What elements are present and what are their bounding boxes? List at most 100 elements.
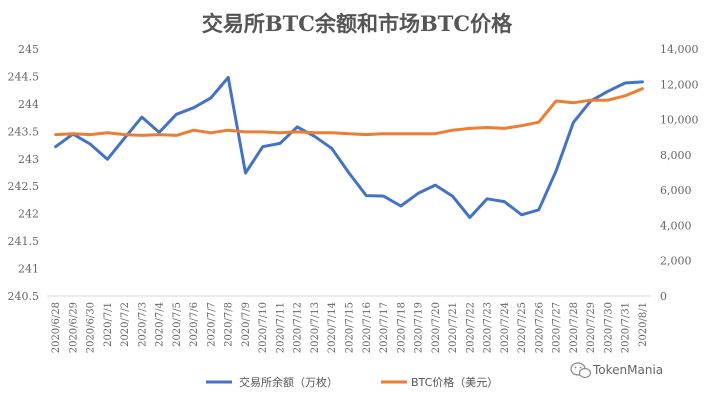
point-balance [54,145,57,148]
y-left-tick-label: 243.5 [8,125,40,138]
y-right-tick-label: 8,000 [660,149,692,162]
point-balance [278,142,282,145]
x-tick-label: 2020/7/9 [241,302,252,347]
x-tick-label: 2020/7/21 [448,302,459,353]
point-balance [330,147,333,150]
y-left-tick-label: 242.5 [8,180,40,193]
point-price [313,131,316,135]
x-tick-label: 2020/7/13 [310,302,321,353]
point-balance [244,171,247,175]
y-left-tick-label: 241 [18,263,39,276]
point-balance [520,213,523,216]
x-tick-label: 2020/7/10 [258,302,269,353]
x-tick-labels: 2020/6/28 2020/6/29 2020/6/30 2020/7/1 2020/… [51,302,649,353]
point-price [140,134,144,137]
x-tick-label: 2020/7/31 [621,302,632,353]
point-price [485,126,489,129]
x-tick-label: 2020/7/20 [431,302,442,353]
x-tick-label: 2020/7/29 [586,302,597,353]
y-right-tick-label: 12,000 [660,78,699,91]
point-price [434,132,437,135]
x-tick-label: 2020/7/11 [275,302,286,353]
point-balance [606,90,610,93]
x-tick-label: 2020/7/17 [379,302,390,353]
point-balance [123,136,126,140]
point-price [106,131,109,135]
y-left-tick-label: 240.5 [8,290,40,303]
x-tick-label: 2020/8/1 [638,302,649,347]
x-tick-label: 2020/7/6 [189,302,200,347]
x-tick-label: 2020/7/2 [120,302,131,347]
wechat-icon [570,362,592,379]
point-price [468,127,471,130]
x-tick-label: 2020/6/28 [51,302,62,353]
x-tick-label: 2020/7/5 [172,302,183,347]
x-tick-label: 2020/6/29 [68,302,79,353]
point-balance [572,121,575,124]
point-price [278,131,282,135]
y-right-tick-label: 4,000 [660,219,692,232]
point-balance [434,183,437,187]
point-price [537,121,541,124]
x-tick-label: 2020/7/23 [483,302,494,353]
x-tick-label: 2020/7/28 [569,302,580,353]
y-right-tick-label: 10,000 [660,114,699,127]
legend-label-balance: 交易所余额（万枚） [239,375,338,389]
point-price [296,130,299,134]
point-price [623,94,627,97]
x-tick-label: 2020/7/26 [534,302,545,353]
point-price [330,131,333,135]
x-tick-label: 2020/7/30 [603,302,614,353]
x-tick-label: 2020/7/7 [206,302,217,347]
watermark-text: TokenMania [592,363,663,377]
point-price [244,130,247,134]
point-price [365,133,368,136]
point-price [641,87,644,90]
legend: 交易所余额（万枚） BTC价格（美元） [206,375,498,389]
point-price [71,132,75,135]
y-left-tick-label: 245 [18,43,39,56]
y-right-tick-label: 0 [660,290,667,303]
x-tick-label: 2020/7/14 [327,302,338,353]
point-balance [365,194,368,197]
point-balance [296,125,299,129]
point-balance [623,81,627,85]
x-tick-label: 2020/7/16 [362,302,373,353]
point-balance [175,113,178,116]
legend-label-price: BTC价格（美元） [411,375,498,389]
point-price [227,128,230,132]
point-balance [554,169,558,173]
point-balance [88,142,92,146]
x-tick-label: 2020/7/27 [552,302,563,353]
point-balance [382,194,385,198]
point-price [399,132,402,135]
point-price [503,127,506,130]
y-right-tick-label: 6,000 [660,184,692,197]
x-tick-label: 2020/7/12 [293,302,304,353]
point-price [261,130,264,134]
point-price [589,98,592,102]
point-balance [140,115,144,119]
point-price [554,99,558,103]
point-price [123,133,126,136]
point-price [157,133,161,136]
series-line-balance [54,76,644,219]
y-left-tick-label: 241.5 [8,235,40,248]
x-tick-label: 2020/6/30 [86,302,97,353]
point-balance [192,106,195,109]
x-tick-label: 2020/7/4 [155,302,166,347]
x-tick-label: 2020/7/8 [224,302,235,347]
y-right-tick-label: 14,000 [660,43,699,56]
point-balance [485,197,489,201]
point-balance [209,96,213,100]
point-balance [537,208,541,212]
point-price [54,133,57,136]
point-balance [451,194,454,198]
point-price [606,98,610,102]
x-tick-label: 2020/7/18 [396,302,407,353]
y-right-tick-label: 2,000 [660,255,692,268]
point-balance [468,216,471,219]
point-price [382,132,385,135]
point-balance [503,200,506,203]
y-left-tick-label: 244.5 [8,70,40,83]
